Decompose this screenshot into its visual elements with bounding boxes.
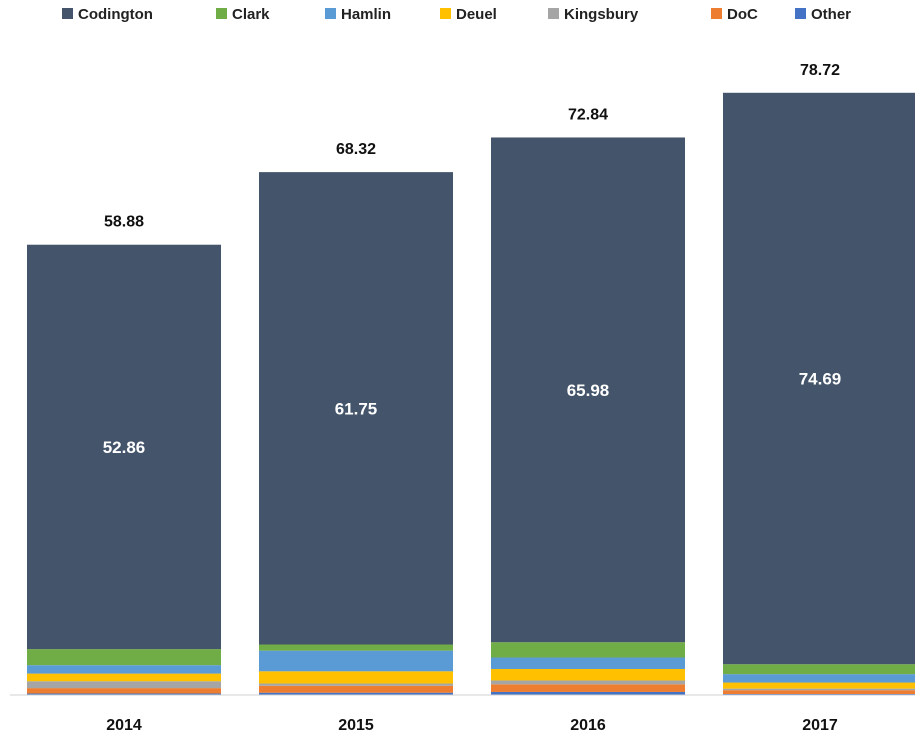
legend-swatch-kingsbury: [548, 8, 559, 19]
x-tick-label-2017: 2017: [802, 717, 838, 734]
legend-label-deuel: Deuel: [456, 6, 497, 23]
legend-swatch-hamlin: [325, 8, 336, 19]
legend-label-hamlin: Hamlin: [341, 6, 391, 23]
bar-doc-2015: [259, 685, 453, 693]
bar-doc-2017: [723, 690, 915, 695]
bar-clark-2016: [491, 642, 685, 658]
bar-hamlin-2016: [491, 657, 685, 669]
bar-kingsbury-2014: [27, 681, 221, 689]
legend-swatch-codington: [62, 8, 73, 19]
legend-swatch-other: [795, 8, 806, 19]
bar-doc-2016: [491, 684, 685, 692]
total-label-2015: 68.32: [336, 141, 376, 158]
bar-hamlin-2017: [723, 674, 915, 683]
bar-clark-2017: [723, 664, 915, 675]
labels: 58.88 52.86 2014 68.32 61.75 2015 72.84 65.98 20…: [103, 62, 842, 734]
bar-codington-2015: [259, 172, 453, 645]
legend-label-clark: Clark: [232, 6, 270, 23]
legend-label-doc: DoC: [727, 6, 758, 23]
bar-other-2015: [259, 692, 453, 695]
bar-codington-2017: [723, 92, 915, 665]
total-label-2017: 78.72: [800, 62, 840, 79]
bar-clark-2014: [27, 649, 221, 666]
x-tick-label-2016: 2016: [570, 717, 606, 734]
bars: [27, 92, 915, 695]
bar-hamlin-2015: [259, 650, 453, 672]
data-label-codington-2015: 61.75: [335, 399, 378, 418]
total-label-2014: 58.88: [104, 214, 144, 231]
data-label-codington-2014: 52.86: [103, 438, 146, 457]
legend-label-other: Other: [811, 6, 851, 23]
total-label-2016: 72.84: [568, 106, 608, 123]
legend-label-kingsbury: Kingsbury: [564, 6, 639, 23]
x-tick-label-2014: 2014: [106, 717, 142, 734]
bar-kingsbury-2015: [259, 683, 453, 686]
legend-label-codington: Codington: [78, 6, 153, 23]
legend-swatch-deuel: [440, 8, 451, 19]
bar-deuel-2017: [723, 682, 915, 689]
bar-deuel-2014: [27, 673, 221, 682]
bar-kingsbury-2016: [491, 680, 685, 685]
bar-deuel-2016: [491, 668, 685, 681]
bar-codington-2016: [491, 137, 685, 643]
bar-deuel-2015: [259, 671, 453, 684]
data-label-codington-2017: 74.69: [799, 369, 842, 388]
bar-doc-2014: [27, 688, 221, 694]
data-label-codington-2016: 65.98: [567, 381, 610, 400]
bar-other-2016: [491, 691, 685, 695]
bar-other-2014: [27, 693, 221, 695]
legend-swatch-doc: [711, 8, 722, 19]
legend-swatch-clark: [216, 8, 227, 19]
bar-codington-2014: [27, 244, 221, 650]
legend: Codington Clark Hamlin Deuel Kingsbury DoC Oth…: [62, 6, 851, 23]
bar-kingsbury-2017: [723, 688, 915, 691]
bar-clark-2015: [259, 644, 453, 651]
x-tick-label-2015: 2015: [338, 717, 374, 734]
bar-hamlin-2014: [27, 665, 221, 674]
